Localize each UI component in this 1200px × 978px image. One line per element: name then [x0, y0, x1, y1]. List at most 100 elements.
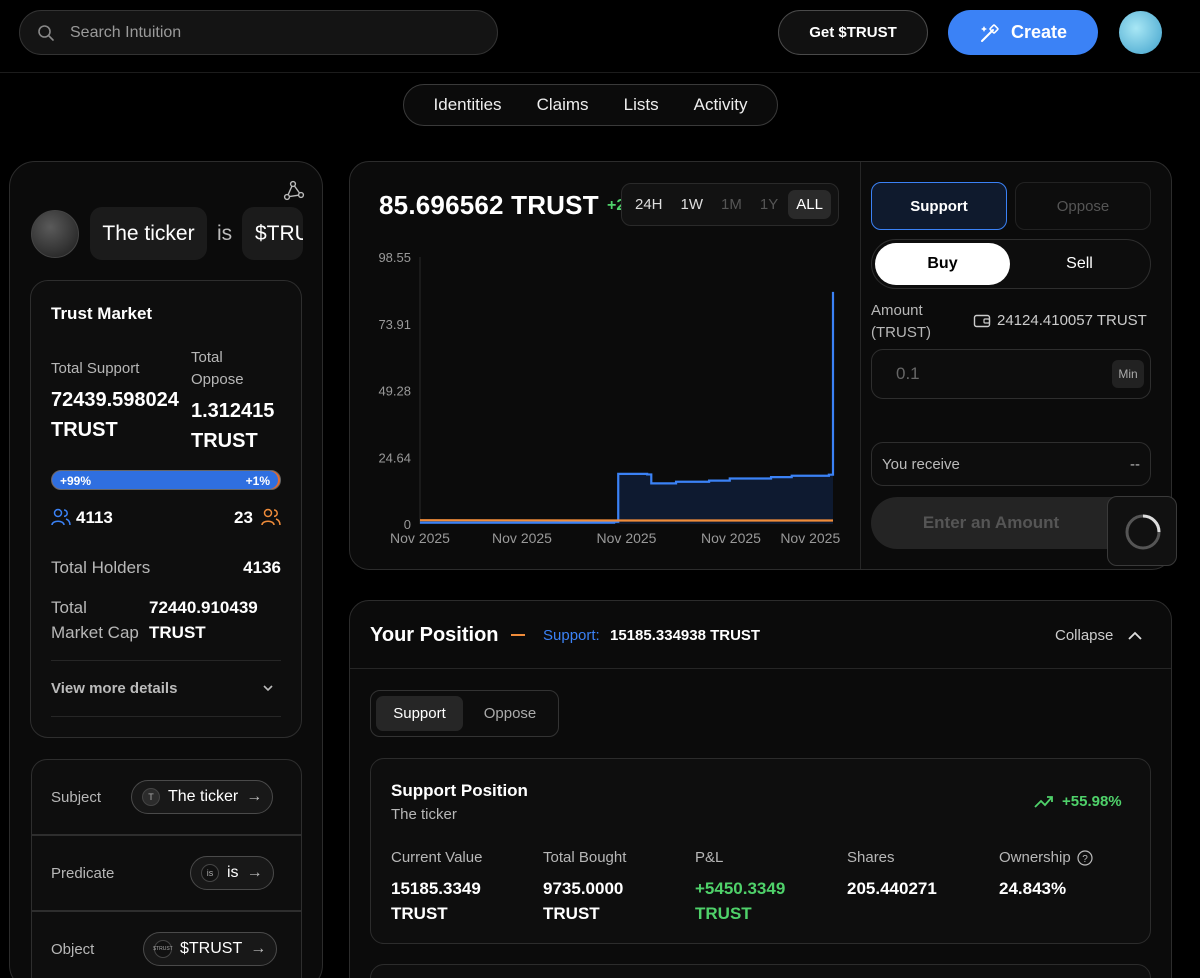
- object-value: $TRUST: [180, 940, 243, 957]
- position-change: +55.98%: [1034, 793, 1122, 810]
- y-tick-label: 0: [404, 517, 411, 532]
- nav-tab-identities[interactable]: Identities: [433, 95, 502, 114]
- pnl-label: P&L: [695, 849, 724, 866]
- time-range-selector: 24H 1W 1M 1Y ALL: [621, 183, 839, 226]
- triple-object-row: Object $TRUST $TRUST →: [31, 911, 302, 978]
- trust-market-card: [30, 280, 302, 738]
- total-oppose-value: 1.312415: [191, 400, 275, 422]
- object-pill[interactable]: $TRUST $TRUST →: [143, 932, 278, 966]
- wallet-balance-value: 24124.410057 TRUST: [997, 312, 1147, 329]
- help-icon[interactable]: ?: [1077, 849, 1093, 866]
- total-holders-value: 4136: [243, 558, 281, 577]
- ownership-label: Ownership: [999, 849, 1071, 866]
- total-support-value: 72439.598024: [51, 389, 179, 411]
- search-bar[interactable]: [19, 10, 498, 55]
- current-price: 85.696562 TRUST: [379, 190, 599, 220]
- current-value: 15185.3349 TRUST: [391, 879, 481, 923]
- graph-share-icon[interactable]: [283, 180, 305, 202]
- search-input[interactable]: [70, 11, 470, 54]
- position-tab-support[interactable]: Support: [376, 696, 463, 731]
- subject-label: Subject: [51, 789, 102, 806]
- predicate-badge-icon: is: [201, 864, 219, 882]
- market-cap-label-2: Market Cap: [51, 623, 139, 642]
- magic-wand-icon: [980, 23, 999, 42]
- predicate-pill[interactable]: is is →: [190, 856, 274, 890]
- position-change-value: +55.98%: [1062, 793, 1122, 810]
- support-series-area: [420, 291, 833, 524]
- view-more-details-link[interactable]: View more details: [51, 680, 178, 697]
- collapse-button[interactable]: Collapse: [1055, 627, 1143, 644]
- buy-button[interactable]: Buy: [875, 243, 1010, 285]
- ownership-value: 24.843%: [999, 879, 1067, 898]
- arrow-right-icon: →: [246, 864, 263, 881]
- main-nav: Identities Claims Lists Activity: [403, 84, 778, 126]
- subject-value: The ticker: [168, 788, 239, 805]
- market-cap-unit: TRUST: [149, 623, 206, 642]
- claim-predicate[interactable]: is: [217, 221, 233, 245]
- collapse-label: Collapse: [1055, 627, 1114, 644]
- loading-indicator: [1107, 496, 1177, 566]
- range-24h[interactable]: 24H: [635, 196, 663, 213]
- chevron-up-icon: [1128, 631, 1143, 640]
- oppose-button[interactable]: Oppose: [1015, 182, 1151, 230]
- range-1y[interactable]: 1Y: [759, 196, 779, 213]
- chart-separator: [860, 162, 861, 569]
- chevron-down-icon[interactable]: [262, 683, 274, 693]
- create-button[interactable]: Create: [948, 10, 1098, 55]
- header-divider: [0, 72, 1200, 73]
- amount-field[interactable]: Min: [871, 349, 1151, 399]
- total-bought-label: Total Bought: [543, 849, 627, 866]
- next-card: [370, 964, 1151, 978]
- pnl-value: +5450.3349 TRUST: [695, 879, 786, 923]
- search-icon: [38, 25, 54, 41]
- wallet-icon: [973, 314, 991, 327]
- range-1m[interactable]: 1M: [721, 196, 742, 213]
- x-tick-label: Nov 2025: [492, 530, 552, 546]
- trending-up-icon: [1034, 795, 1053, 808]
- sell-button[interactable]: Sell: [1066, 255, 1093, 272]
- support-series-line: [420, 291, 835, 524]
- support-holders-count: 4113: [76, 508, 113, 527]
- support-position-title: Support Position: [391, 781, 528, 800]
- position-support-label: Support:: [543, 627, 600, 644]
- triple-predicate-row: Predicate is is →: [31, 835, 302, 911]
- claim-object-chip[interactable]: $TRU: [242, 207, 303, 260]
- support-button[interactable]: Support: [871, 182, 1007, 230]
- total-holders-label: Total Holders: [51, 558, 151, 577]
- current-value-label: Current Value: [391, 849, 483, 866]
- support-position-card: [370, 758, 1151, 944]
- nav-tab-lists[interactable]: Lists: [623, 95, 659, 114]
- shares-label: Shares: [847, 849, 895, 866]
- total-oppose-unit: TRUST: [191, 430, 258, 452]
- subject-pill[interactable]: T The ticker →: [131, 780, 274, 814]
- total-oppose-label: Total: [191, 349, 223, 366]
- total-bought: 9735.0000 TRUST: [543, 879, 624, 923]
- trust-market-title: Trust Market: [51, 304, 153, 323]
- amount-input[interactable]: [896, 350, 1096, 398]
- min-button[interactable]: Min: [1112, 360, 1144, 388]
- market-cap-label: Total: [51, 598, 87, 617]
- ownership-stat-label: Ownership ?: [999, 849, 1093, 866]
- range-1w[interactable]: 1W: [680, 196, 704, 213]
- x-tick-label: Nov 2025: [390, 530, 450, 546]
- market-divider-2: [51, 716, 281, 717]
- position-divider: [350, 668, 1171, 669]
- triple-subject-row: Subject T The ticker →: [31, 759, 302, 835]
- range-all[interactable]: ALL: [788, 190, 831, 219]
- arrow-right-icon: →: [246, 788, 263, 805]
- position-support-value: 15185.334938 TRUST: [610, 627, 761, 644]
- submit-trade-button[interactable]: Enter an Amount: [871, 497, 1151, 549]
- amount-label: Amount (TRUST): [871, 302, 931, 341]
- y-tick-label: 49.28: [378, 384, 411, 399]
- user-avatar[interactable]: [1119, 11, 1162, 54]
- nav-tab-claims[interactable]: Claims: [536, 95, 589, 114]
- svg-text:?: ?: [1082, 854, 1088, 865]
- position-tab-oppose[interactable]: Oppose: [483, 705, 537, 722]
- object-badge-icon: $TRUST: [153, 940, 173, 958]
- receive-label: You receive: [882, 455, 960, 473]
- get-trust-button[interactable]: Get $TRUST: [778, 10, 928, 55]
- nav-tab-activity[interactable]: Activity: [693, 95, 748, 114]
- claim-subject-chip[interactable]: The ticker: [90, 207, 207, 260]
- oppose-holders-count: 23: [234, 508, 253, 527]
